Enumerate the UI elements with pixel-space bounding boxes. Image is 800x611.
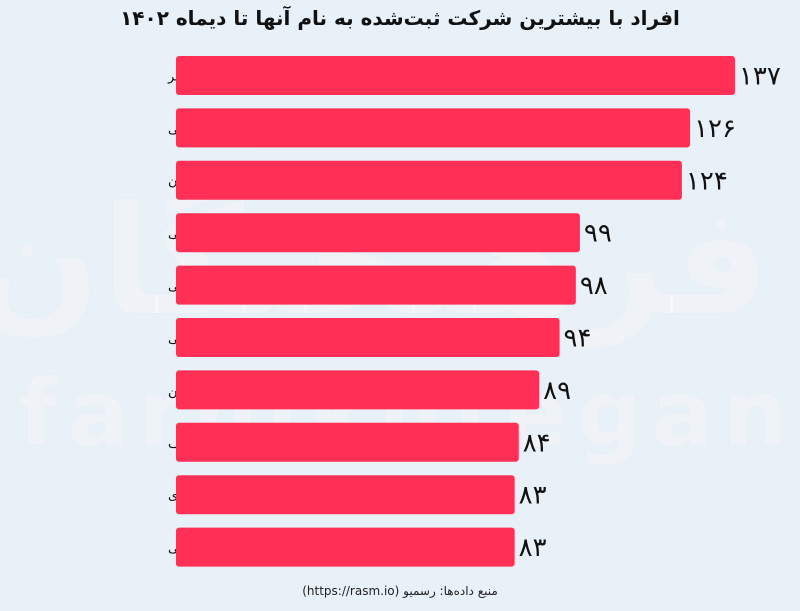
value-label: ۱۳۷ <box>739 62 781 92</box>
bar <box>176 475 515 515</box>
value-label: ۹۴ <box>564 324 592 354</box>
bar <box>176 56 735 95</box>
bar <box>176 422 519 462</box>
value-label: ۱۲۶ <box>694 114 736 144</box>
value-label: ۸۳ <box>519 481 547 511</box>
bar <box>176 108 691 148</box>
bar <box>176 527 515 567</box>
chart-title: افراد با بیشترین شرکت ثبت‌شده به نام آنه… <box>120 6 680 30</box>
data-source-note: منبع داده‌ها: رسمیو (https://rasm.io) <box>302 584 498 598</box>
value-label: ۸۴ <box>523 428 551 458</box>
bar <box>176 265 576 305</box>
bar <box>176 160 682 200</box>
value-label: ۹۸ <box>580 271 608 301</box>
value-label: ۹۹ <box>584 219 612 249</box>
bar <box>176 213 580 253</box>
value-label: ۸۹ <box>543 376 571 406</box>
bar <box>176 318 560 357</box>
value-label: ۱۲۴ <box>686 166 728 196</box>
value-label: ۸۳ <box>519 533 547 563</box>
bar <box>176 370 540 410</box>
